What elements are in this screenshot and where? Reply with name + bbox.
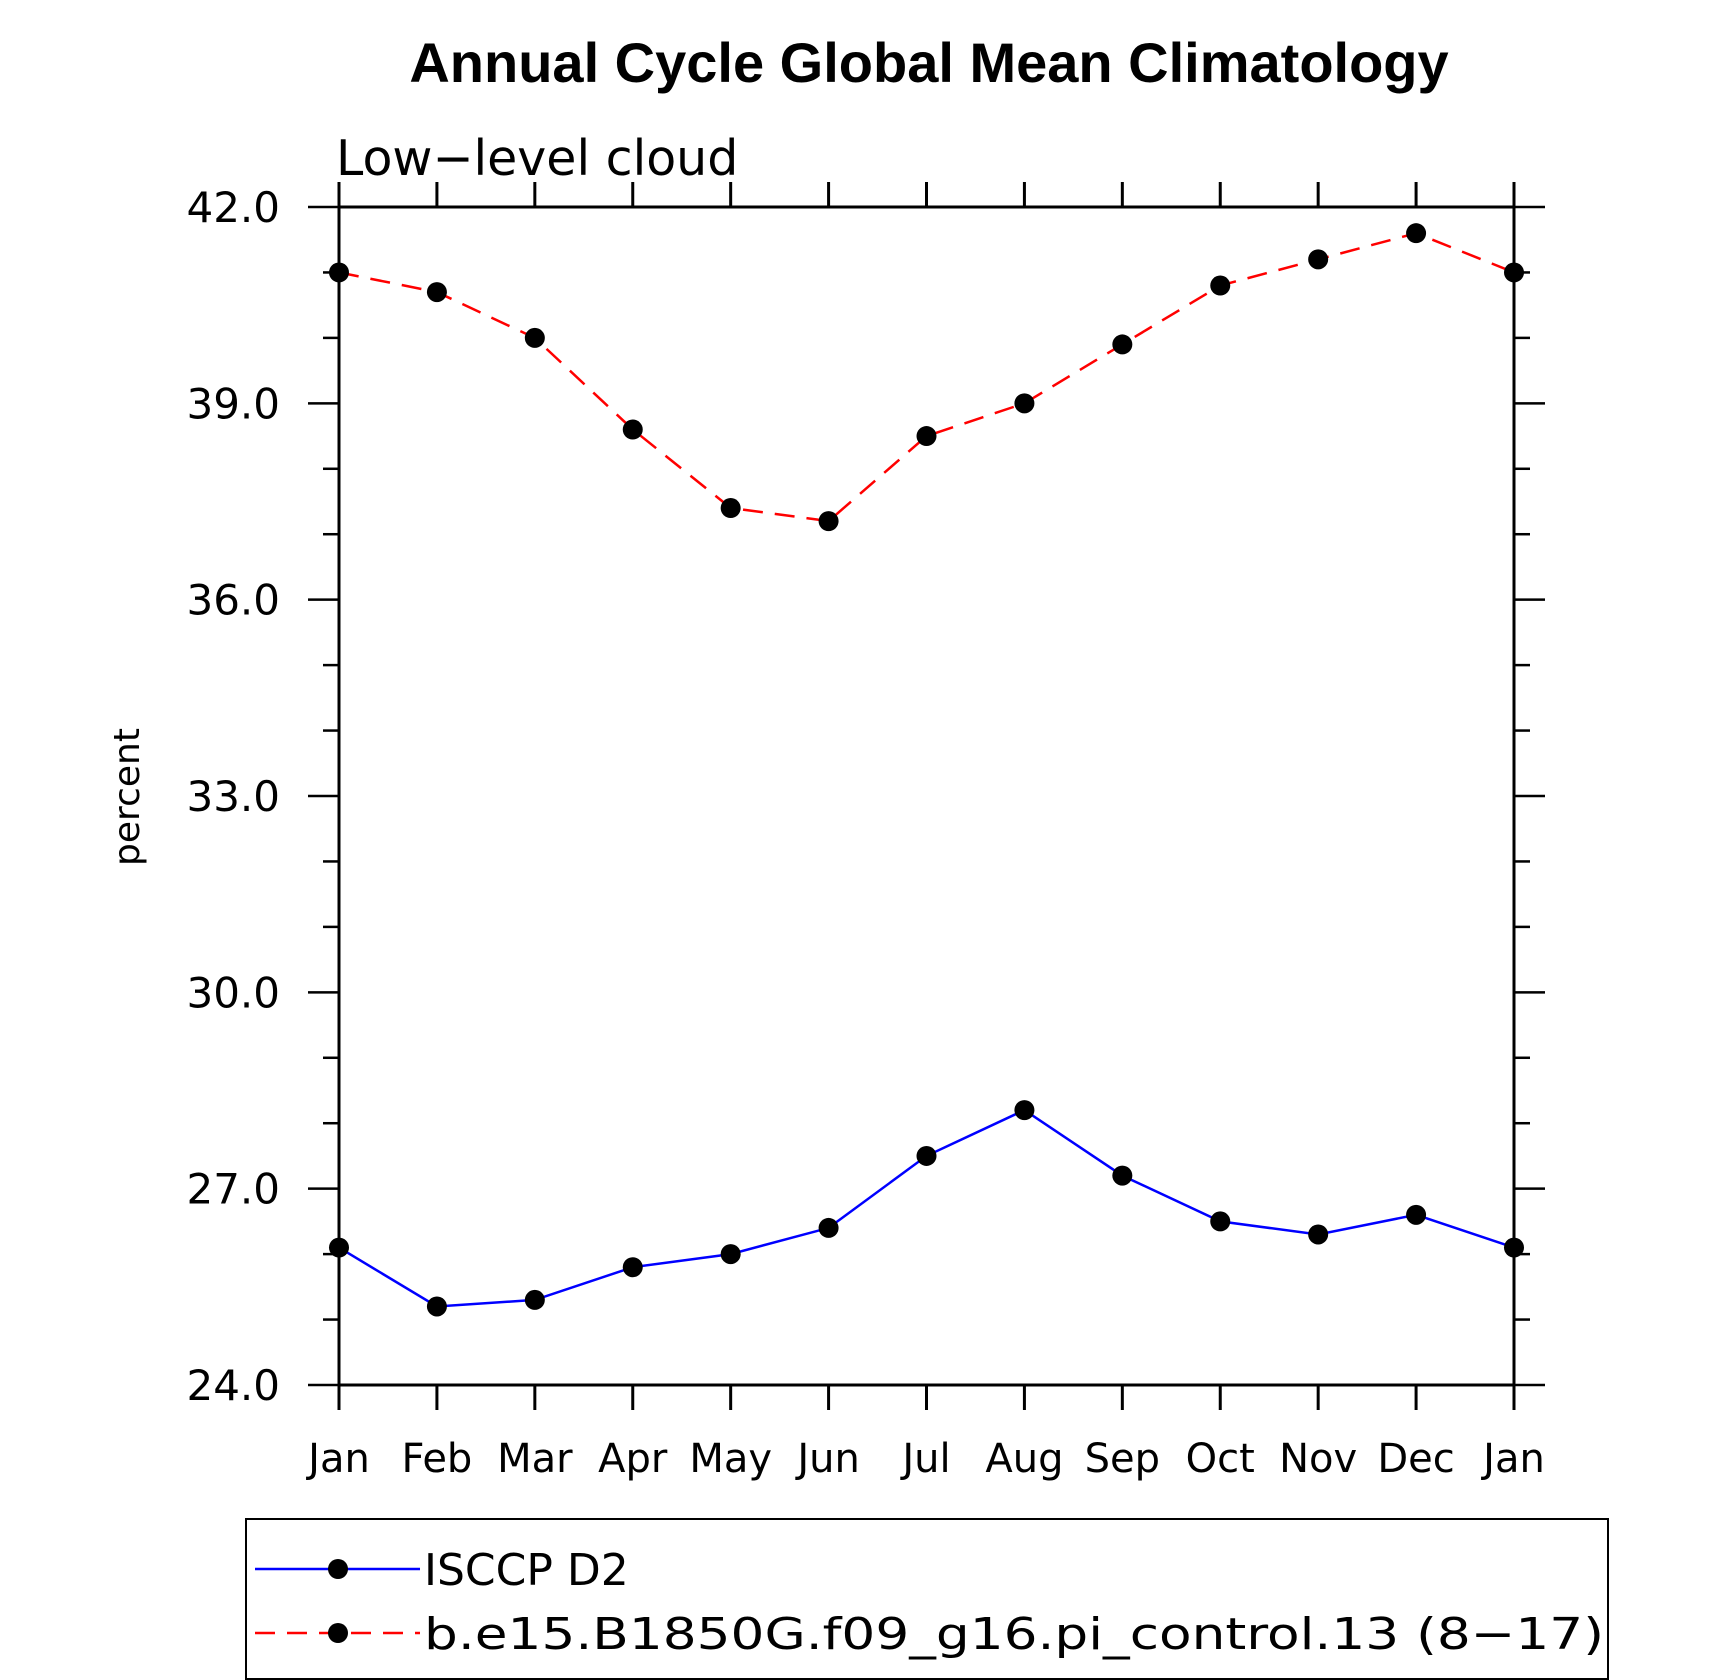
data-point [818, 511, 839, 532]
data-point [1504, 1237, 1524, 1258]
data-point [916, 1145, 937, 1166]
x-tick-label: Feb [402, 1436, 473, 1482]
legend-items: ISCCP D2 b.e15.B1850G.f09_g16.pi_control.… [255, 1545, 1604, 1660]
y-tick-label: 39.0 [186, 379, 280, 428]
series-line [338, 231, 1515, 523]
legend-item: ISCCP D2 [255, 1545, 629, 1596]
plot-frame [308, 182, 1545, 1410]
x-tick-label: Mar [497, 1436, 573, 1482]
series-line [338, 1108, 1515, 1308]
series-layer [329, 223, 1524, 1317]
legend-item: b.e15.B1850G.f09_g16.pi_control.13 (8−17… [255, 1609, 1604, 1660]
y-tick-label: 42.0 [186, 183, 280, 232]
data-point [1504, 262, 1524, 283]
data-point [1308, 249, 1329, 270]
x-tick-label: Sep [1085, 1436, 1160, 1482]
data-point [1308, 1224, 1329, 1245]
x-tick-label: Oct [1186, 1436, 1255, 1482]
y-tick-label: 27.0 [186, 1165, 280, 1214]
data-point [1210, 275, 1231, 296]
y-axis-label: percent [107, 728, 148, 866]
data-point [1014, 393, 1035, 414]
x-tick-label: Apr [598, 1436, 668, 1482]
legend-label: ISCCP D2 [424, 1545, 629, 1596]
data-point [1112, 1165, 1133, 1186]
data-point [329, 262, 349, 283]
data-point [622, 419, 643, 440]
y-tick-label: 30.0 [186, 968, 280, 1017]
data-point [622, 1257, 643, 1278]
data-point [818, 1217, 839, 1238]
x-tick-label: May [689, 1436, 772, 1482]
legend-marker [328, 1623, 348, 1643]
x-tick-label: Jun [794, 1436, 860, 1482]
series-2 [329, 223, 1524, 532]
series-1 [329, 1100, 1524, 1317]
y-tick-label: 33.0 [186, 772, 280, 821]
data-point [1406, 223, 1427, 244]
x-tick-label: Aug [985, 1436, 1063, 1482]
data-point [1112, 334, 1133, 355]
data-point [1014, 1100, 1035, 1121]
y-tick-label: 36.0 [186, 576, 280, 625]
x-tick-label: Jan [1480, 1436, 1545, 1482]
data-point [426, 1296, 447, 1317]
x-tick-labels: Jan Feb Mar Apr May Jun Jul Aug Sep Oct Nov Dec Jan [305, 1436, 1545, 1482]
legend-label: b.e15.B1850G.f09_g16.pi_control.13 (8−17… [424, 1609, 1604, 1660]
chart-subtitle: Low−level cloud [336, 130, 738, 187]
data-point [1406, 1204, 1427, 1225]
x-tick-label: Jul [899, 1436, 950, 1482]
y-tick-label: 24.0 [186, 1361, 280, 1410]
x-tick-label: Jan [305, 1436, 370, 1482]
data-point [720, 498, 741, 519]
y-tick-labels: 24.0 27.0 30.0 33.0 36.0 39.0 42.0 [186, 183, 280, 1410]
x-tick-label: Nov [1279, 1436, 1357, 1482]
data-point [426, 282, 447, 303]
legend: ISCCP D2 b.e15.B1850G.f09_g16.pi_control.… [245, 1518, 1609, 1680]
plot-border [337, 205, 1516, 1387]
data-point [1210, 1211, 1231, 1232]
data-point [916, 426, 937, 447]
legend-marker [328, 1559, 348, 1579]
data-point [720, 1244, 741, 1265]
x-tick-label: Dec [1377, 1436, 1454, 1482]
data-point [329, 1237, 349, 1258]
data-point [524, 1289, 545, 1310]
data-point [524, 327, 545, 348]
chart-title: Annual Cycle Global Mean Climatology [409, 31, 1448, 94]
legend-box [245, 1518, 1609, 1680]
